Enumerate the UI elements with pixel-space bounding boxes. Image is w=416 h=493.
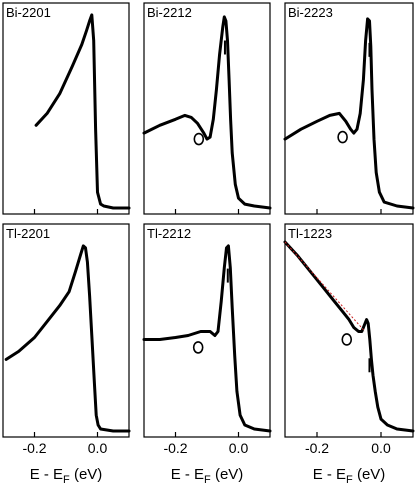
- panel-frame: [284, 2, 414, 215]
- spectrum-curve: [283, 240, 415, 433]
- panel-label: Bi-2223: [288, 5, 333, 20]
- x-tick-label: 0.0: [88, 440, 108, 456]
- spectrum-curve: [142, 244, 272, 433]
- panel-frame: [2, 223, 130, 438]
- fit-line: [284, 241, 366, 332]
- hump-circle-marker: [337, 130, 348, 144]
- panel-tl-1223: Tl-1223 -0.2 0.0 E - EF (eV): [283, 223, 415, 486]
- panel-bi-2223: Bi-2223: [283, 2, 415, 215]
- hump-circle-marker: [192, 341, 204, 354]
- x-tick-label: -0.2: [22, 440, 46, 456]
- panel-label: Tl-2201: [6, 226, 50, 241]
- panel-frame: [143, 2, 271, 215]
- panel-label: Bi-2201: [6, 5, 51, 20]
- x-tick-label: 0.0: [229, 440, 249, 456]
- panel-tl-2201: Tl-2201 -0.2 0.0 E - EF (eV): [2, 223, 131, 486]
- spectrum-curve: [283, 17, 415, 210]
- spectrum-curve: [142, 15, 272, 210]
- spectrum-curve: [4, 244, 131, 433]
- x-tick-label: -0.2: [305, 440, 329, 456]
- panel-label: Bi-2212: [147, 5, 192, 20]
- panel-frame: [2, 2, 130, 215]
- x-axis-label: E - EF (eV): [171, 466, 244, 486]
- x-tick-label: 0.0: [371, 440, 391, 456]
- x-axis-label: E - EF (eV): [30, 466, 103, 486]
- hump-circle-marker: [193, 132, 205, 146]
- panel-label: Tl-2212: [147, 226, 191, 241]
- panel-bi-2212: Bi-2212: [142, 2, 272, 215]
- panel-tl-2212: Tl-2212 -0.2 0.0 E - EF (eV): [142, 223, 272, 486]
- panel-frame: [143, 223, 271, 438]
- panel-frame: [284, 223, 414, 438]
- panel-bi-2201: Bi-2201: [2, 2, 131, 215]
- hump-circle-marker: [341, 333, 353, 346]
- x-axis-label: E - EF (eV): [313, 466, 386, 486]
- x-tick-label: -0.2: [163, 440, 187, 456]
- spectrum-curve: [34, 13, 131, 210]
- panel-label: Tl-1223: [288, 226, 332, 241]
